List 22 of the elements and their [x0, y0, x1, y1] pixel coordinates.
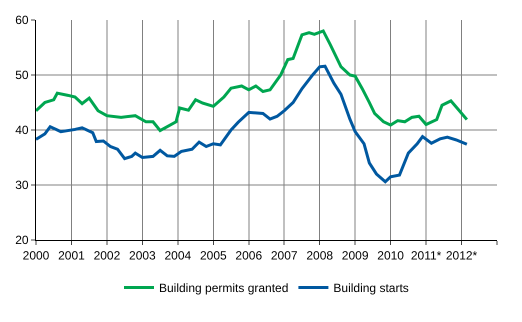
y-tick-label: 50: [15, 68, 29, 82]
y-tick-label: 30: [15, 178, 29, 192]
x-tick-label: 2007: [270, 248, 298, 262]
line-series: [36, 30, 468, 132]
y-tick-label: 40: [15, 123, 29, 138]
x-tick-label: 2010: [377, 248, 404, 262]
x-tick-label: 2005: [200, 248, 227, 262]
x-tick-label: 2001: [58, 248, 86, 262]
line-series: [36, 64, 468, 184]
x-tick-label: 2004: [164, 248, 192, 262]
x-tick-label: 2009: [342, 248, 369, 262]
x-tick-label: 2006: [235, 248, 262, 262]
legend-label: Building permits granted: [159, 281, 288, 296]
legend-label: Building starts: [333, 281, 409, 296]
x-tick-label: 2012*: [446, 248, 478, 262]
x-tick-label: 2008: [306, 248, 334, 262]
y-tick-label: 60: [15, 13, 29, 28]
x-tick-label: 2002: [94, 248, 121, 262]
x-tick-label: 2003: [129, 248, 156, 262]
y-tick-label: 20: [15, 233, 29, 248]
x-tick-label: 2011*: [410, 248, 442, 262]
x-tick-label: 2000: [22, 248, 50, 262]
